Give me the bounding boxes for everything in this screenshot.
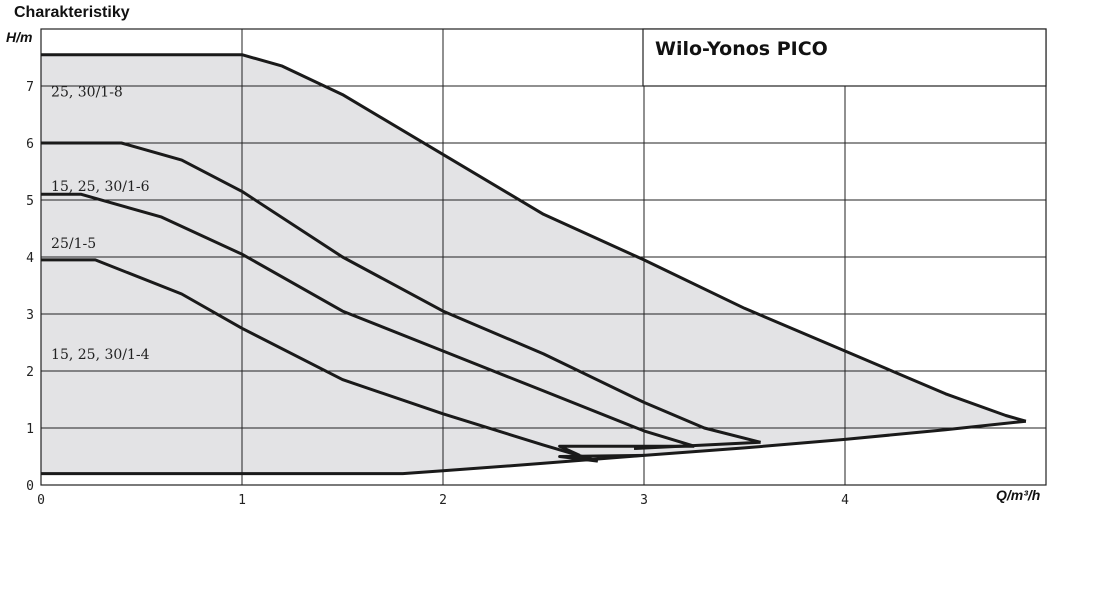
curve-connector-2	[633, 440, 761, 450]
brand-box	[642, 28, 1047, 87]
y-tick-label: 4	[26, 251, 34, 266]
series-label-3: 15, 25, 30/1-4	[51, 347, 150, 363]
x-tick-label: 2	[439, 493, 447, 508]
y-tick-label: 1	[26, 422, 34, 437]
chart-title: Charakteristiky	[14, 4, 130, 21]
operating-area-fill	[41, 54, 1026, 474]
x-tick-label: 3	[640, 493, 648, 508]
y-tick-label: 2	[26, 365, 34, 380]
curve-connector-0	[558, 453, 645, 463]
y-tick-label: 0	[26, 479, 34, 494]
curves	[41, 53, 1027, 476]
series-line-0	[41, 53, 1027, 423]
tick-labels: 0 1 2 3 4 0 1 2 3 4 5 6 7	[26, 80, 849, 508]
y-axis-label: H/m	[6, 29, 32, 45]
series-line-1	[41, 141, 761, 444]
x-tick-label: 4	[841, 493, 849, 508]
x-tick-label: 0	[37, 493, 45, 508]
y-tick-label: 5	[26, 194, 34, 209]
operating-area	[41, 54, 1026, 474]
y-tick-label: 6	[26, 137, 34, 152]
y-tick-label: 3	[26, 308, 34, 323]
curve-connector-1	[558, 444, 695, 457]
plot-frame	[40, 28, 1047, 486]
series-line-2	[41, 192, 695, 448]
x-tick-label: 1	[238, 493, 246, 508]
series-line-3	[41, 258, 599, 463]
y-tick-label: 7	[26, 80, 34, 95]
brand-label: Wilo-Yonos PICO	[655, 38, 828, 60]
x-axis-label: Q/m³/h	[996, 487, 1040, 503]
curve-labels: 25, 30/1-8 15, 25, 30/1-6 25/1-5 15, 25, 30…	[51, 85, 150, 363]
series-label-2: 25/1-5	[51, 236, 96, 252]
series-label-1: 15, 25, 30/1-6	[51, 179, 150, 195]
series-label-0: 25, 30/1-8	[51, 85, 123, 101]
